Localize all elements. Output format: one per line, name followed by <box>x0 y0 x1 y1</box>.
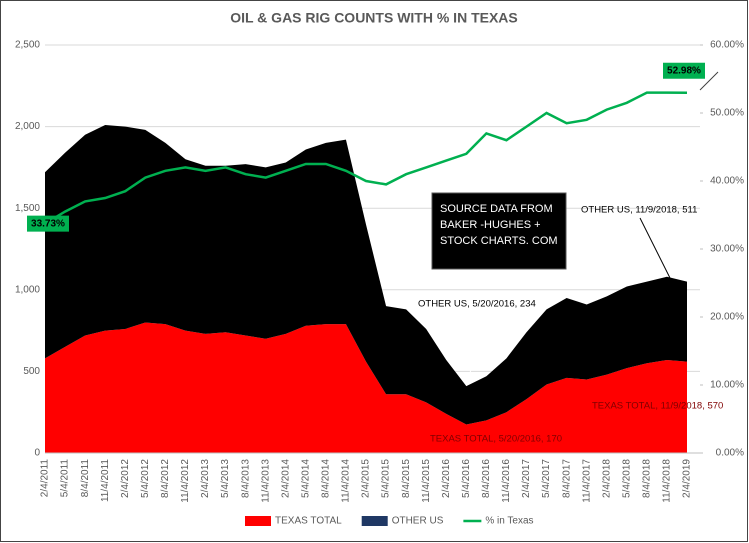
x-tick-label: 2/4/2013 <box>200 459 211 498</box>
x-tick-label: 5/4/2011 <box>60 459 71 498</box>
legend-swatch <box>361 516 388 526</box>
value-label: 52.98% <box>667 65 701 76</box>
x-tick-label: 2/4/2016 <box>441 459 452 498</box>
y2-tick-label: 20.00% <box>710 312 744 323</box>
x-tick-label: 2/4/2019 <box>682 459 693 498</box>
x-tick-label: 5/4/2016 <box>461 459 472 498</box>
annotation-leader <box>639 217 671 279</box>
x-tick-label: 8/4/2012 <box>160 459 171 498</box>
x-tick-label: 11/4/2012 <box>180 459 191 503</box>
annotation-leader <box>699 71 719 91</box>
x-tick-label: 2/4/2012 <box>120 459 131 498</box>
legend-label: TEXAS TOTAL <box>275 516 342 527</box>
x-tick-label: 8/4/2015 <box>401 459 412 498</box>
x-tick-label: 11/4/2017 <box>581 459 592 503</box>
x-tick-label: 11/4/2011 <box>100 459 111 502</box>
x-tick-label: 5/4/2014 <box>300 459 311 498</box>
x-tick-label: 2/4/2014 <box>280 459 291 498</box>
chart-title: OIL & GAS RIG COUNTS WITH % IN TEXAS <box>230 10 518 26</box>
x-tick-label: 2/4/2018 <box>601 459 612 498</box>
annotation: OTHER US, 11/9/2018, 511 <box>581 205 697 216</box>
source-text: SOURCE DATA FROM <box>440 203 553 215</box>
y-tick-label: 2,000 <box>15 121 40 132</box>
x-tick-label: 2/4/2015 <box>361 459 372 498</box>
x-tick-label: 11/4/2013 <box>260 459 271 503</box>
line-pct-texas <box>44 91 688 225</box>
x-tick-label: 5/4/2013 <box>220 459 231 498</box>
source-text: BAKER -HUGHES + <box>440 219 541 231</box>
y-tick-label: 0 <box>34 448 40 459</box>
value-label-bg <box>663 62 705 79</box>
x-tick-label: 8/4/2017 <box>561 459 572 498</box>
y2-tick-label: 60.00% <box>710 40 744 51</box>
x-tick-label: 5/4/2017 <box>541 459 552 498</box>
y-tick-label: 1,000 <box>15 284 40 295</box>
legend-label: OTHER US <box>392 516 444 527</box>
y2-tick-label: 30.00% <box>710 244 744 255</box>
x-tick-label: 11/4/2016 <box>501 459 512 503</box>
annotation: TEXAS TOTAL, 11/9/2018, 570 <box>592 401 723 412</box>
x-tick-label: 8/4/2013 <box>240 459 251 498</box>
x-tick-label: 8/4/2016 <box>481 459 492 498</box>
x-tick-label: 5/4/2015 <box>381 459 392 498</box>
x-tick-label: 8/4/2011 <box>80 459 91 498</box>
x-tick-label: 8/4/2018 <box>642 459 653 498</box>
x-tick-label: 11/4/2014 <box>341 459 352 503</box>
x-tick-label: 5/4/2012 <box>140 459 151 498</box>
y2-tick-label: 10.00% <box>710 380 744 391</box>
y-tick-label: 2,500 <box>15 40 40 51</box>
x-tick-label: 11/4/2018 <box>662 459 673 503</box>
area-other-us <box>45 124 687 425</box>
x-tick-label: 2/4/2011 <box>40 459 51 498</box>
y2-tick-label: 40.00% <box>710 176 744 187</box>
annotation-leader <box>465 310 491 386</box>
x-tick-label: 11/4/2015 <box>421 459 432 503</box>
x-tick-label: 5/4/2018 <box>621 459 632 498</box>
x-tick-label: 8/4/2014 <box>321 459 332 498</box>
value-label-bg <box>27 215 69 232</box>
area-texas <box>45 322 687 453</box>
legend-label: % in Texas <box>485 516 533 527</box>
y-tick-label: 500 <box>23 366 40 377</box>
y2-tick-label: 50.00% <box>710 108 744 119</box>
y2-tick-label: 0.00% <box>716 448 744 459</box>
source-box <box>431 192 567 270</box>
x-tick-label: 2/4/2017 <box>521 459 532 498</box>
y-tick-label: 1,500 <box>15 203 40 214</box>
value-label: 33.73% <box>31 218 65 229</box>
annotation: OTHER US, 5/20/2016, 234 <box>418 299 536 310</box>
source-text: STOCK CHARTS. COM <box>440 235 558 247</box>
annotation: TEXAS TOTAL, 5/20/2016, 170 <box>430 434 562 445</box>
legend-swatch <box>245 516 271 526</box>
